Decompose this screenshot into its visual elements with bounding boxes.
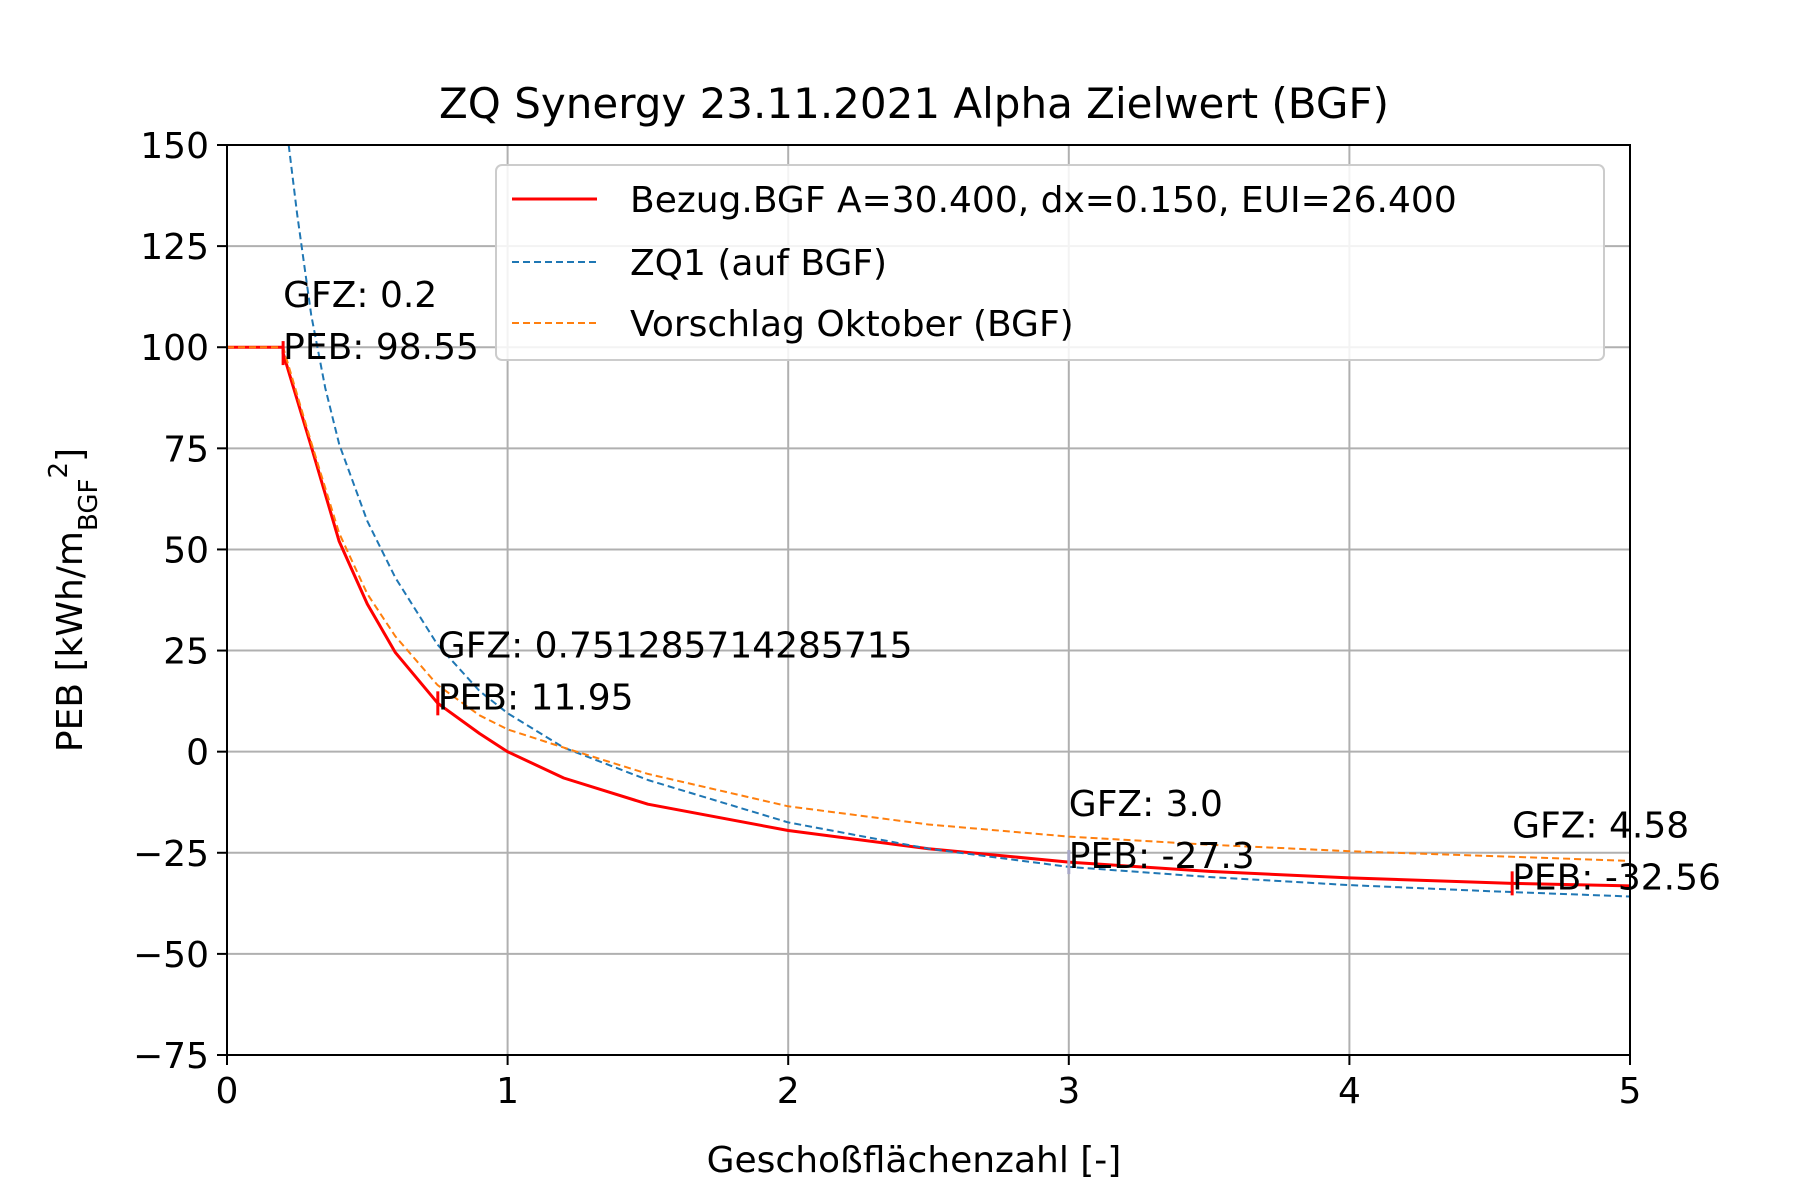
legend-box	[495, 164, 1605, 361]
y-axis-label-sub: BGF	[74, 479, 104, 531]
x-axis-label: Geschoßflächenzahl [-]	[707, 1140, 1122, 1181]
annotations: GFZ: 0.2 PEB: 98.55 GFZ: 0.751285714285715…	[283, 275, 1721, 898]
legend-label-0: Bezug.BGF A=30.400, dx=0.150, EUI=26.400	[630, 180, 1457, 221]
markers	[281, 341, 1514, 896]
legend: Bezug.BGF A=30.400, dx=0.150, EUI=26.400…	[495, 164, 1605, 361]
y-tick-label: 100	[140, 328, 209, 369]
annotation-peb: PEB: 98.55	[283, 327, 479, 368]
series-line-1	[287, 145, 1630, 898]
series-line-0	[227, 345, 1630, 888]
annotation-gfz: GFZ: 0.751285714285715	[438, 625, 913, 666]
series-line-2	[227, 346, 1630, 862]
chart-title: ZQ Synergy 23.11.2021 Alpha Zielwert (BG…	[439, 79, 1389, 128]
y-tick-label: −25	[133, 834, 209, 875]
y-tick-label: 125	[140, 227, 209, 268]
y-tick-label: 75	[163, 429, 209, 470]
series-lines	[227, 145, 1630, 898]
y-axis-label-main: PEB [kWh/m	[50, 531, 91, 752]
annotation-gfz: GFZ: 0.2	[283, 275, 437, 316]
y-tick-label: 150	[140, 126, 209, 167]
x-tick-label: 3	[1057, 1071, 1080, 1112]
x-tick-label: 0	[216, 1071, 239, 1112]
plot-frame	[226, 144, 1631, 1056]
annotation-gfz: GFZ: 3.0	[1069, 784, 1223, 825]
y-axis-label-sup: 2	[44, 462, 74, 479]
x-tick-label: 4	[1338, 1071, 1361, 1112]
annotation-peb: PEB: -27.3	[1069, 836, 1255, 877]
y-tick-label: 0	[186, 733, 209, 774]
legend-label-1: ZQ1 (auf BGF)	[630, 243, 887, 284]
annotation-gfz: GFZ: 4.58	[1512, 805, 1689, 846]
ticks: 0 1 2 3 4 5 −75 −50 −25 0 25 50 75 100 125 150	[133, 126, 1641, 1112]
x-tick-label: 2	[777, 1071, 800, 1112]
legend-label-2: Vorschlag Oktober (BGF)	[630, 304, 1074, 345]
annotation-peb: PEB: 11.95	[438, 677, 634, 718]
annotation-peb: PEB: -32.56	[1512, 857, 1721, 898]
y-tick-label: 25	[163, 632, 209, 673]
y-tick-label: −50	[133, 935, 209, 976]
y-axis-label-close: ]	[50, 448, 91, 462]
x-tick-label: 1	[496, 1071, 519, 1112]
y-axis-label: PEB [kWh/mBGF2]	[44, 448, 104, 752]
x-tick-label: 5	[1619, 1071, 1642, 1112]
y-tick-label: 50	[163, 530, 209, 571]
y-tick-label: −75	[133, 1036, 209, 1077]
